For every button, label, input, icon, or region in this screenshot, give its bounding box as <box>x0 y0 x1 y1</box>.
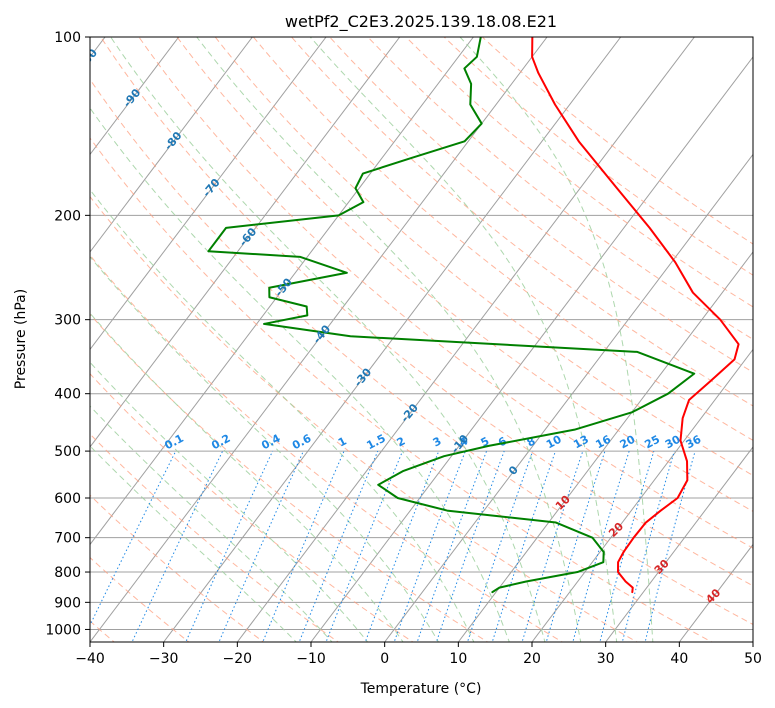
mixing-ratio-label-10: 10 <box>544 433 564 452</box>
moist-adiabat-25 <box>196 37 582 642</box>
y-tick-label-300: 300 <box>54 313 81 329</box>
dry-adiabat-20 <box>90 254 564 642</box>
x-tick-label-50: 50 <box>744 651 762 667</box>
dry-adiabat-0 <box>90 373 414 642</box>
moist-adiabat--5 <box>90 361 369 642</box>
mixing-ratio-line-16 <box>545 450 606 642</box>
x-tick-label--40: −40 <box>75 651 105 667</box>
mixing-ratio-line-8 <box>466 450 534 642</box>
mixing-ratio-line-36 <box>644 450 696 642</box>
moist-adiabat--10 <box>90 405 333 642</box>
mixing-ratio-label-16: 16 <box>593 433 613 452</box>
dry-adiabat-100 <box>252 37 753 441</box>
x-tick-label--20: −20 <box>223 651 253 667</box>
moist-adiabat-10 <box>90 188 475 642</box>
y-tick-label-500: 500 <box>54 444 81 460</box>
moist-adiabat--15 <box>90 445 297 642</box>
moist-adiabat-30 <box>309 37 618 642</box>
mixing-ratio-label-30: 30 <box>663 433 683 452</box>
dry-adiabats <box>90 37 753 642</box>
x-tick-label-40: 40 <box>670 651 688 667</box>
isotherm-20 <box>531 348 753 642</box>
isobar-gridlines <box>90 37 753 630</box>
isotherm--70 <box>90 37 327 351</box>
dry-adiabat-140 <box>405 37 753 308</box>
moist-adiabat-0 <box>90 312 404 642</box>
mixing-ratio-line-0.2 <box>131 450 224 642</box>
x-tick-label-30: 30 <box>597 651 615 667</box>
isotherm-30 <box>605 446 753 642</box>
y-tick-label-600: 600 <box>54 491 81 507</box>
isotherm--80 <box>90 37 253 253</box>
mixing-ratio-line-4 <box>393 450 466 642</box>
sounding-profiles <box>207 37 740 594</box>
dry-adiabat-30 <box>90 195 639 642</box>
mixing-ratio-line-5 <box>416 450 488 642</box>
dewpoint-line <box>207 37 696 594</box>
mixing-ratio-line-3 <box>364 450 440 642</box>
x-tick-label-10: 10 <box>449 651 467 667</box>
moist-adiabats <box>90 37 654 642</box>
dry-adiabat-80 <box>176 37 753 512</box>
x-tick-label-0: 0 <box>380 651 389 667</box>
y-tick-label-400: 400 <box>54 387 81 403</box>
y-tick-label-100: 100 <box>54 30 81 46</box>
mixing-ratio-line-25 <box>599 450 655 642</box>
x-tick-label--10: −10 <box>296 651 326 667</box>
y-tick-label-900: 900 <box>54 595 81 611</box>
y-tick-label-800: 800 <box>54 565 81 581</box>
isotherm-0 <box>384 153 753 642</box>
moist-adiabat-15 <box>90 107 510 642</box>
isotherm--60 <box>90 37 401 448</box>
mixing-ratio-line-20 <box>572 450 630 642</box>
mixing-ratio-line-30 <box>621 450 675 642</box>
isotherm--40 <box>90 37 548 642</box>
temperature-line <box>531 37 740 594</box>
mixing-ratio-line-10 <box>491 450 556 642</box>
moist-adiabat-35 <box>459 37 654 642</box>
moist-adiabat-20 <box>110 37 546 642</box>
dry-adiabat-70 <box>138 37 753 549</box>
isotherm--90 <box>90 37 180 156</box>
y-axis-label: Pressure (hPa) <box>13 289 29 389</box>
x-axis-label: Temperature (°C) <box>360 681 482 697</box>
mixing-ratio-label-20: 20 <box>618 433 638 452</box>
isotherm--50 <box>90 37 474 546</box>
chart-title: wetPf2_C2E3.2025.139.18.08.E21 <box>285 12 557 32</box>
mixing-ratio-label-13: 13 <box>571 433 591 452</box>
x-tick-label--30: −30 <box>149 651 179 667</box>
x-tick-label-20: 20 <box>523 651 541 667</box>
isotherm-10 <box>457 251 753 642</box>
y-tick-label-200: 200 <box>54 208 81 224</box>
mixing-ratio-line-2 <box>325 450 404 642</box>
dry-adiabat-90 <box>214 37 753 477</box>
isotherm--20 <box>236 37 695 642</box>
mixing-ratio-line-1.5 <box>298 450 379 642</box>
mixing-ratio-line-13 <box>521 450 584 642</box>
mixing-ratio-label-36: 36 <box>684 433 704 452</box>
dry-adiabat--10 <box>90 433 340 642</box>
mixing-ratio-line-6 <box>435 450 505 642</box>
dry-adiabat-60 <box>100 37 753 587</box>
y-tick-label-1000: 1000 <box>45 622 81 638</box>
dry-adiabat-110 <box>290 37 753 407</box>
plot-frame <box>89 36 754 643</box>
axes-ticks: −40 −30 −20 −10 0 10 20 30 40 50 1000 900 800 700 600 5… <box>45 30 762 667</box>
mixing-ratio-label-25: 25 <box>642 433 662 452</box>
y-tick-label-700: 700 <box>54 531 81 547</box>
